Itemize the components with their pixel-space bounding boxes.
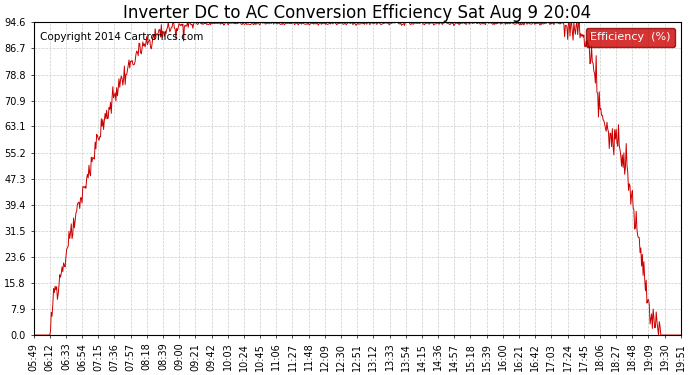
Text: Copyright 2014 Cartronics.com: Copyright 2014 Cartronics.com (40, 32, 204, 42)
Legend: Efficiency  (%): Efficiency (%) (586, 28, 676, 47)
Title: Inverter DC to AC Conversion Efficiency Sat Aug 9 20:04: Inverter DC to AC Conversion Efficiency … (123, 4, 591, 22)
